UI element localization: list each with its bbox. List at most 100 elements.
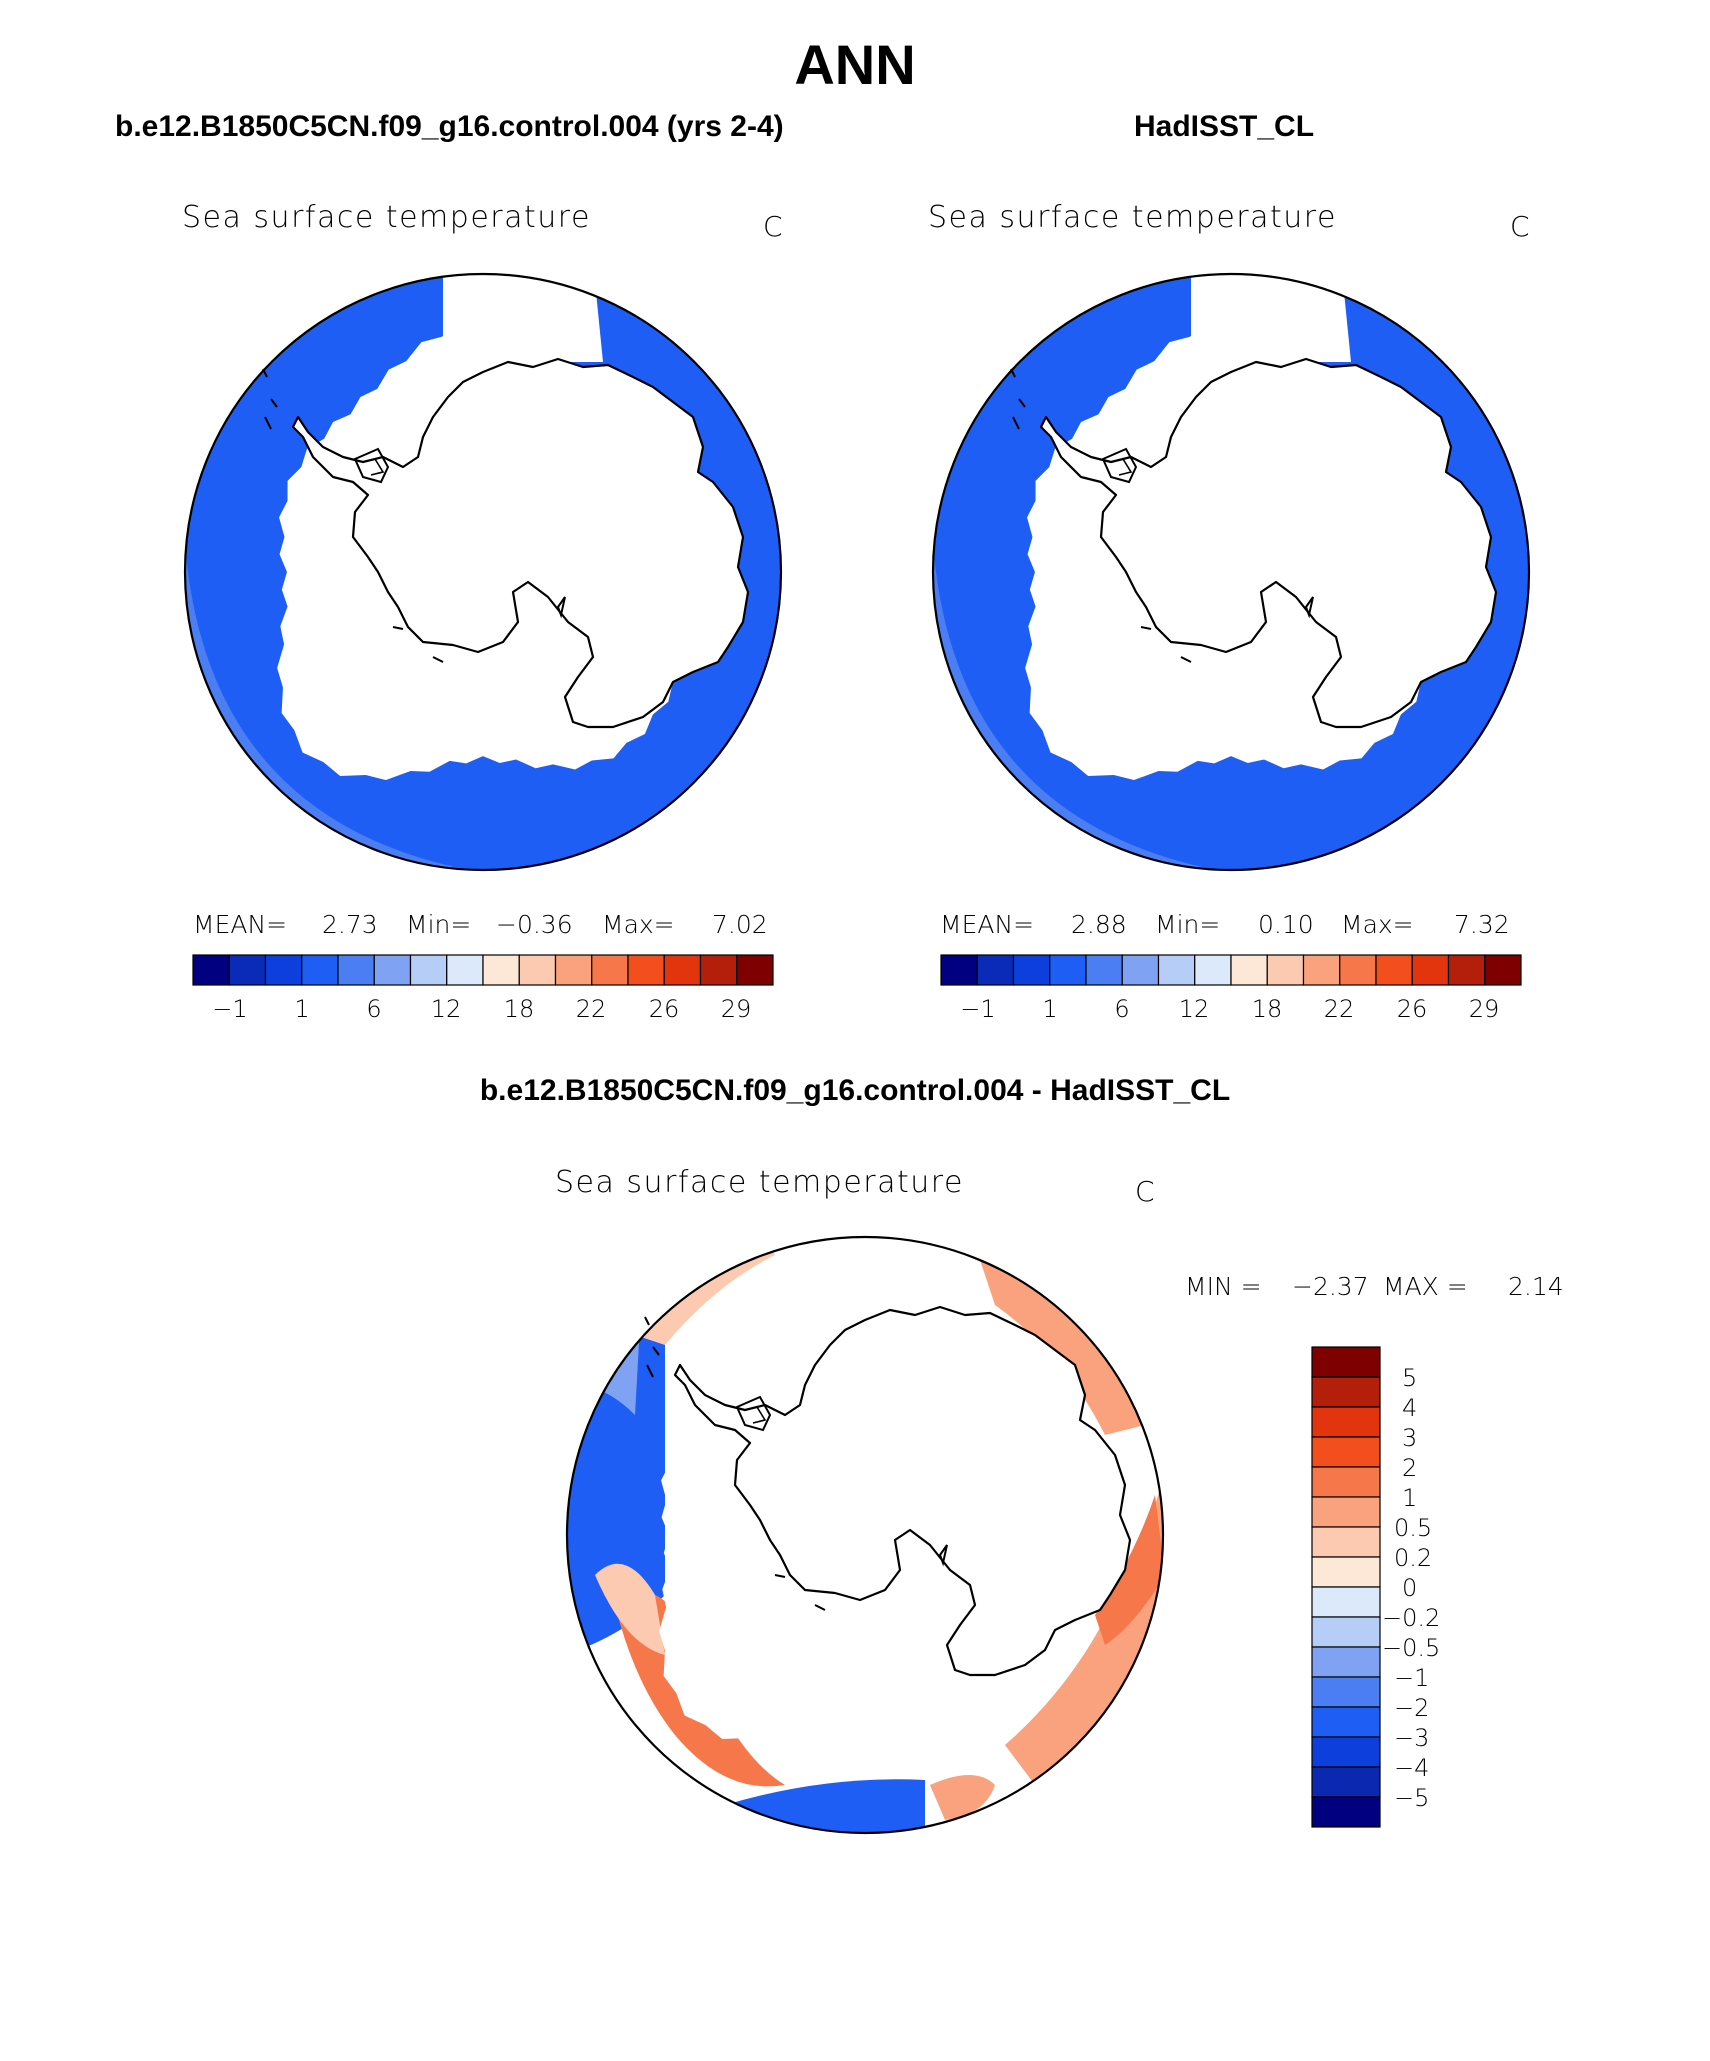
colorbar-tick-obs: 6 <box>1114 995 1130 1023</box>
diff-red-bottom <box>930 1775 995 1820</box>
stats-min-label-model: Min= <box>406 910 472 939</box>
colorbar-diff-swatch <box>1311 1466 1381 1498</box>
diff-map-border <box>565 1235 1165 1835</box>
colorbar-obs <box>940 954 1522 986</box>
colorbar-diff-swatch <box>1311 1526 1381 1558</box>
colorbar-tick-diff: 3 <box>1402 1424 1418 1452</box>
stats-max-model: 7.02 <box>712 910 768 939</box>
colorbar-diff-swatch <box>1311 1706 1381 1738</box>
diff-blue-bottom <box>725 1779 925 1833</box>
colorbar-obs-swatch <box>1121 954 1160 986</box>
colorbar-obs-swatch <box>940 954 978 986</box>
colorbar-diff-swatch <box>1311 1646 1381 1678</box>
diff-red-top-right <box>975 1245 1145 1435</box>
colorbar-obs-swatch <box>1194 954 1232 986</box>
colorbar-tick-diff: −5 <box>1394 1784 1430 1812</box>
colorbar-obs-swatch <box>1411 954 1450 986</box>
colorbar-tick-diff: 2 <box>1402 1454 1418 1482</box>
colorbar-obs-swatch <box>1049 954 1087 986</box>
stats-mean-label-model: MEAN= <box>193 910 288 939</box>
stats-max-obs: 7.32 <box>1454 910 1510 939</box>
units-model: C <box>763 210 783 243</box>
stats-max-label-obs: Max= <box>1341 910 1414 939</box>
colorbar-model-swatch <box>264 954 303 986</box>
colorbar-tick-diff: −4 <box>1394 1754 1430 1782</box>
stats-min-label-diff: MIN = <box>1185 1272 1262 1301</box>
colorbar-tick-obs: 18 <box>1251 995 1283 1023</box>
diff-red-right-strong <box>1095 1495 1163 1645</box>
obs-ice-shelf <box>1191 274 1351 362</box>
obs-map-border <box>931 272 1531 872</box>
obs-map <box>931 272 1531 872</box>
colorbar-tick-diff: 0 <box>1402 1574 1418 1602</box>
colorbar-model-swatch <box>736 954 774 986</box>
diff-map <box>565 1235 1165 1835</box>
stats-min-diff: −2.37 <box>1292 1272 1369 1301</box>
colorbar-model-swatch <box>482 954 520 986</box>
colorbar-obs-swatch <box>1375 954 1413 986</box>
colorbar-tick-diff: −1 <box>1394 1664 1430 1692</box>
colorbar-diff-swatch <box>1311 1436 1381 1468</box>
panel-title-obs: HadISST_CL <box>1134 110 1315 143</box>
colorbar-model-swatch <box>518 954 557 986</box>
diff-red-top-left <box>635 1240 775 1345</box>
colorbar-tick-diff: 1 <box>1402 1484 1418 1512</box>
colorbar-model-swatch <box>228 954 267 986</box>
colorbar-diff-swatch <box>1311 1736 1381 1768</box>
colorbar-obs-swatch <box>1085 954 1123 986</box>
colorbar-tick-model: 1 <box>294 995 310 1023</box>
colorbar-tick-diff: −0.2 <box>1382 1604 1441 1632</box>
colorbar-model-swatch <box>192 954 230 986</box>
colorbar-tick-model: −1 <box>212 995 248 1023</box>
stats-mean-model: 2.73 <box>322 910 378 939</box>
colorbar-diff-swatch <box>1311 1676 1381 1708</box>
colorbar-obs-swatch <box>976 954 1015 986</box>
stats-min-obs: 0.10 <box>1258 910 1314 939</box>
colorbar-tick-model: 22 <box>575 995 607 1023</box>
colorbar-tick-obs: 22 <box>1323 995 1355 1023</box>
diff-red-left-light <box>595 1563 665 1655</box>
stats-min-model: −0.36 <box>496 910 573 939</box>
model-map-border <box>183 272 783 872</box>
colorbar-obs-swatch <box>1012 954 1051 986</box>
colorbar-model-swatch <box>446 954 484 986</box>
stats-mean-obs: 2.88 <box>1071 910 1127 939</box>
colorbar-tick-obs: −1 <box>960 995 996 1023</box>
colorbar-model-swatch <box>554 954 593 986</box>
colorbar-obs-swatch <box>1230 954 1268 986</box>
stats-max-diff: 2.14 <box>1508 1272 1564 1301</box>
colorbar-tick-obs: 1 <box>1042 995 1058 1023</box>
model-map <box>183 272 783 872</box>
panel-title-diff: b.e12.B1850C5CN.f09_g16.control.004 - Ha… <box>479 1074 1231 1107</box>
colorbar-tick-diff: −3 <box>1394 1724 1430 1752</box>
colorbar-tick-diff: −2 <box>1394 1694 1430 1722</box>
colorbar-tick-model: 6 <box>366 995 382 1023</box>
model-ice-shelf <box>443 274 603 362</box>
stats-mean-label-obs: MEAN= <box>940 910 1035 939</box>
colorbar-tick-model: 18 <box>503 995 535 1023</box>
figure-title: ANN <box>794 33 916 96</box>
colorbar-diff <box>1311 1346 1381 1828</box>
colorbar-obs-swatch <box>1302 954 1341 986</box>
colorbar-diff-swatch <box>1311 1766 1381 1798</box>
stats-min-label-obs: Min= <box>1155 910 1221 939</box>
colorbar-model <box>192 954 774 986</box>
colorbar-tick-diff: −0.5 <box>1382 1634 1441 1662</box>
colorbar-diff-swatch <box>1311 1376 1381 1408</box>
colorbar-model-swatch <box>409 954 448 986</box>
units-obs: C <box>1510 210 1530 243</box>
colorbar-model-swatch <box>627 954 665 986</box>
colorbar-obs-swatch <box>1484 954 1522 986</box>
stats-max-label-model: Max= <box>602 910 675 939</box>
colorbar-tick-diff: 0.5 <box>1394 1514 1433 1542</box>
colorbar-model-swatch <box>591 954 629 986</box>
colorbar-tick-diff: 0.2 <box>1394 1544 1433 1572</box>
colorbar-tick-model: 12 <box>430 995 462 1023</box>
colorbar-tick-diff: 4 <box>1402 1394 1418 1422</box>
colorbar-model-swatch <box>699 954 738 986</box>
colorbar-tick-obs: 12 <box>1178 995 1210 1023</box>
colorbar-diff-swatch <box>1311 1496 1381 1528</box>
colorbar-obs-swatch <box>1266 954 1305 986</box>
colorbar-tick-obs: 26 <box>1396 995 1428 1023</box>
colorbar-model-swatch <box>337 954 375 986</box>
